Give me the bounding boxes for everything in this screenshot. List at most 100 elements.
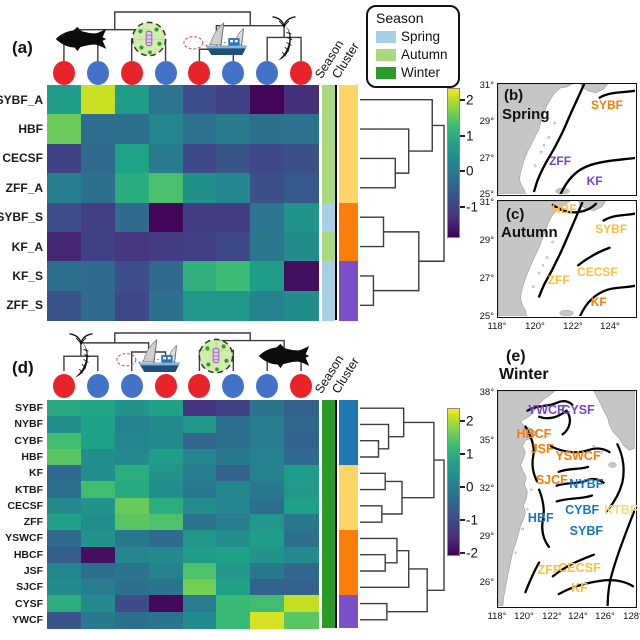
heatmap-cell xyxy=(114,261,150,292)
colorbar-tick-mark xyxy=(460,134,465,137)
heatmap-cell xyxy=(250,416,285,434)
winter-swatch xyxy=(376,66,396,79)
jsf-front-label: JSF xyxy=(530,442,554,457)
latitude-tick-label: 35° xyxy=(479,435,494,446)
blue-column-dot xyxy=(86,374,109,398)
heatmap-cell xyxy=(182,85,217,115)
heatmap-cell xyxy=(114,546,150,564)
legend-title: Season xyxy=(376,10,424,26)
heatmap-cell xyxy=(216,290,251,321)
legend-item-spring: Spring xyxy=(376,29,454,44)
cluster-strip-cell xyxy=(339,173,358,203)
zff-front-line xyxy=(533,84,586,193)
cluster-strip-cell xyxy=(339,400,358,417)
colorbar-tick-mark xyxy=(460,552,465,554)
cluster-strip-cell xyxy=(339,530,358,548)
heatmap-cell xyxy=(182,611,217,629)
heatmap-cell xyxy=(182,530,217,548)
heatmap-cell xyxy=(80,416,116,434)
colorbar-gradient xyxy=(447,408,460,556)
heatmap-cell xyxy=(250,562,285,580)
latitude-tick-label: 31° xyxy=(479,80,494,91)
colorbar-tick-mark xyxy=(460,486,465,488)
cecsf-front-line xyxy=(577,246,611,267)
heatmap-cell xyxy=(114,562,150,580)
heatmap-cell xyxy=(182,497,217,515)
red-column-dot xyxy=(154,374,177,398)
heatmap-cell xyxy=(80,290,116,321)
season-strip-cell xyxy=(322,114,335,145)
heatmap-cell xyxy=(80,579,116,596)
heatmap-cell xyxy=(80,530,116,548)
red-column-dot xyxy=(188,374,211,398)
red-column-dot xyxy=(290,374,313,398)
cluster-strip-a xyxy=(339,85,358,321)
heatmap-cell xyxy=(47,261,82,292)
longitude-tick-label: 120° xyxy=(514,611,534,622)
boat-icon xyxy=(116,336,182,376)
cluster-strip-cell xyxy=(339,261,358,292)
row-label: ZFF_S xyxy=(6,298,43,313)
heatmap-cell xyxy=(250,143,285,174)
heatmap-cell xyxy=(284,400,319,417)
nybf-front-line xyxy=(557,465,590,474)
cysf-front-line xyxy=(561,409,572,436)
heatmap-cell xyxy=(114,400,150,417)
island xyxy=(559,309,574,316)
cluster-strip-cell xyxy=(339,448,358,466)
cecsf-front-line xyxy=(551,553,596,578)
ktbf-front-line xyxy=(605,443,625,513)
colorbar-tick-label: -2 xyxy=(466,545,479,561)
heatmap-cell xyxy=(148,497,184,515)
heatmap-cell xyxy=(284,530,319,548)
heatmap-cell xyxy=(182,595,217,613)
heatmap-cell xyxy=(216,595,251,613)
dendrogram-link xyxy=(360,602,388,621)
heatmap-cell xyxy=(182,173,217,204)
islets xyxy=(533,121,557,168)
heatmap-cell xyxy=(284,448,319,466)
colorbar-tick-label: 2 xyxy=(466,92,474,108)
sybf-front-line xyxy=(602,212,635,222)
heatmap-cell xyxy=(284,202,319,233)
heatmap-cell xyxy=(114,611,150,629)
dendrogram-link xyxy=(373,231,420,292)
heatmap-cell xyxy=(182,562,217,580)
blue-column-dot xyxy=(154,61,177,85)
heatmap-cell xyxy=(148,481,184,499)
season-strip-cell xyxy=(322,497,335,515)
map-autumn: (c) Autumn HBF SYBF CECSF ZFF KF xyxy=(497,200,637,318)
heatmap-cell xyxy=(250,611,285,629)
map-e-season-title: Winter xyxy=(499,366,549,383)
dendrogram-link xyxy=(402,421,435,499)
yswcf-front-label: YSWCF xyxy=(555,448,601,463)
colorbar-tick-mark xyxy=(460,453,465,455)
heatmap-cell xyxy=(114,231,150,262)
latitude-tick-label: 29° xyxy=(479,116,494,127)
heatmap-cell xyxy=(216,465,251,482)
cluster-strip-cell xyxy=(339,595,358,613)
front-lines xyxy=(537,201,635,316)
islets xyxy=(531,240,555,289)
blue-column-dot xyxy=(120,374,143,398)
row-label: CYSF xyxy=(14,597,43,610)
heatmap-a xyxy=(47,85,319,321)
season-strip-cell xyxy=(322,611,335,629)
blue-column-dot xyxy=(222,61,245,85)
land-china xyxy=(498,84,573,194)
heatmap-cell xyxy=(148,290,184,321)
heatmap-cell xyxy=(80,432,116,450)
spring-swatch xyxy=(376,30,396,43)
heatmap-cell xyxy=(182,579,217,596)
colorbar-tick-label: -1 xyxy=(466,199,479,214)
dendrogram-link xyxy=(360,472,386,491)
island-jeju xyxy=(608,462,617,468)
heatmap-cell xyxy=(114,143,150,174)
heatmap-cell xyxy=(80,261,116,292)
colorbar-tick-label: 1 xyxy=(466,128,474,143)
kf-front-line xyxy=(557,578,635,596)
dendrogram-link xyxy=(360,505,383,523)
heatmap-cell xyxy=(114,579,150,596)
legend-items: Spring Autumn Winter xyxy=(376,29,454,80)
legend-item-winter: Winter xyxy=(376,65,454,80)
